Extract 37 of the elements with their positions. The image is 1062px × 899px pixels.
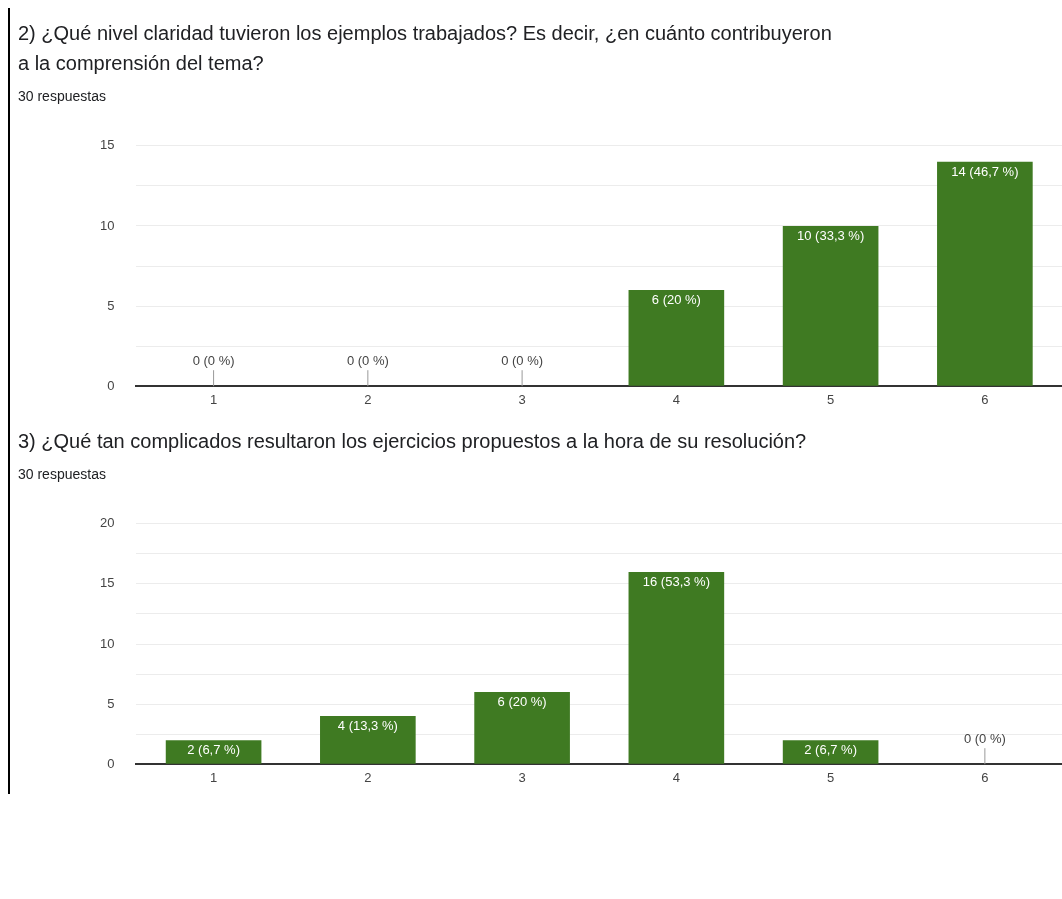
x-tick-label: 1 — [209, 769, 218, 785]
y-tick-label: 20 — [99, 515, 115, 531]
x-tick-label: 1 — [209, 391, 218, 407]
y-tick-label: 0 — [107, 755, 115, 771]
x-tick-label: 6 — [981, 391, 989, 407]
x-tick-label: 3 — [518, 769, 526, 785]
data-label: 16 (53,3 %) — [642, 573, 710, 589]
y-tick-label: 5 — [107, 297, 115, 313]
data-label: 2 (6,7 %) — [187, 742, 240, 758]
data-label: 6 (20 %) — [651, 292, 701, 308]
chart-subtitle: 30 respuestas — [18, 466, 107, 482]
x-tick-label: 6 — [981, 769, 989, 785]
chart-title: 2) ¿Qué nivel claridad tuvieron los ejemplos trabajados? Es decir, ¿en cuánto contribuyeron a la comprensión del tema? — [18, 21, 833, 76]
y-tick-label: 15 — [99, 575, 115, 591]
chart-title: 3) ¿Qué tan complicados resultaron los ejercicios propuestos a la hora de su resolución? — [18, 429, 808, 454]
y-tick-label: 15 — [99, 137, 115, 153]
x-tick-label: 3 — [518, 391, 526, 407]
data-label: 0 (0 %) — [963, 731, 1006, 747]
data-label: 0 (0 %) — [501, 353, 544, 369]
y-tick-label: 0 — [107, 377, 115, 393]
data-label: 2 (6,7 %) — [804, 742, 857, 758]
x-tick-label: 5 — [827, 769, 835, 785]
data-label: 0 (0 %) — [192, 353, 235, 369]
y-tick-label: 10 — [99, 217, 115, 233]
data-label: 14 (46,7 %) — [951, 163, 1019, 179]
data-label: 0 (0 %) — [346, 353, 389, 369]
x-tick-label: 2 — [364, 769, 372, 785]
data-label: 4 (13,3 %) — [337, 718, 398, 734]
y-tick-label: 10 — [99, 635, 115, 651]
x-tick-label: 4 — [672, 769, 680, 785]
x-tick-label: 2 — [364, 391, 372, 407]
chart-subtitle: 30 respuestas — [18, 88, 107, 104]
data-label: 10 (33,3 %) — [797, 228, 865, 244]
x-tick-label: 5 — [827, 391, 835, 407]
data-label: 6 (20 %) — [497, 694, 547, 710]
y-tick-label: 5 — [107, 695, 115, 711]
x-tick-label: 4 — [672, 391, 680, 407]
